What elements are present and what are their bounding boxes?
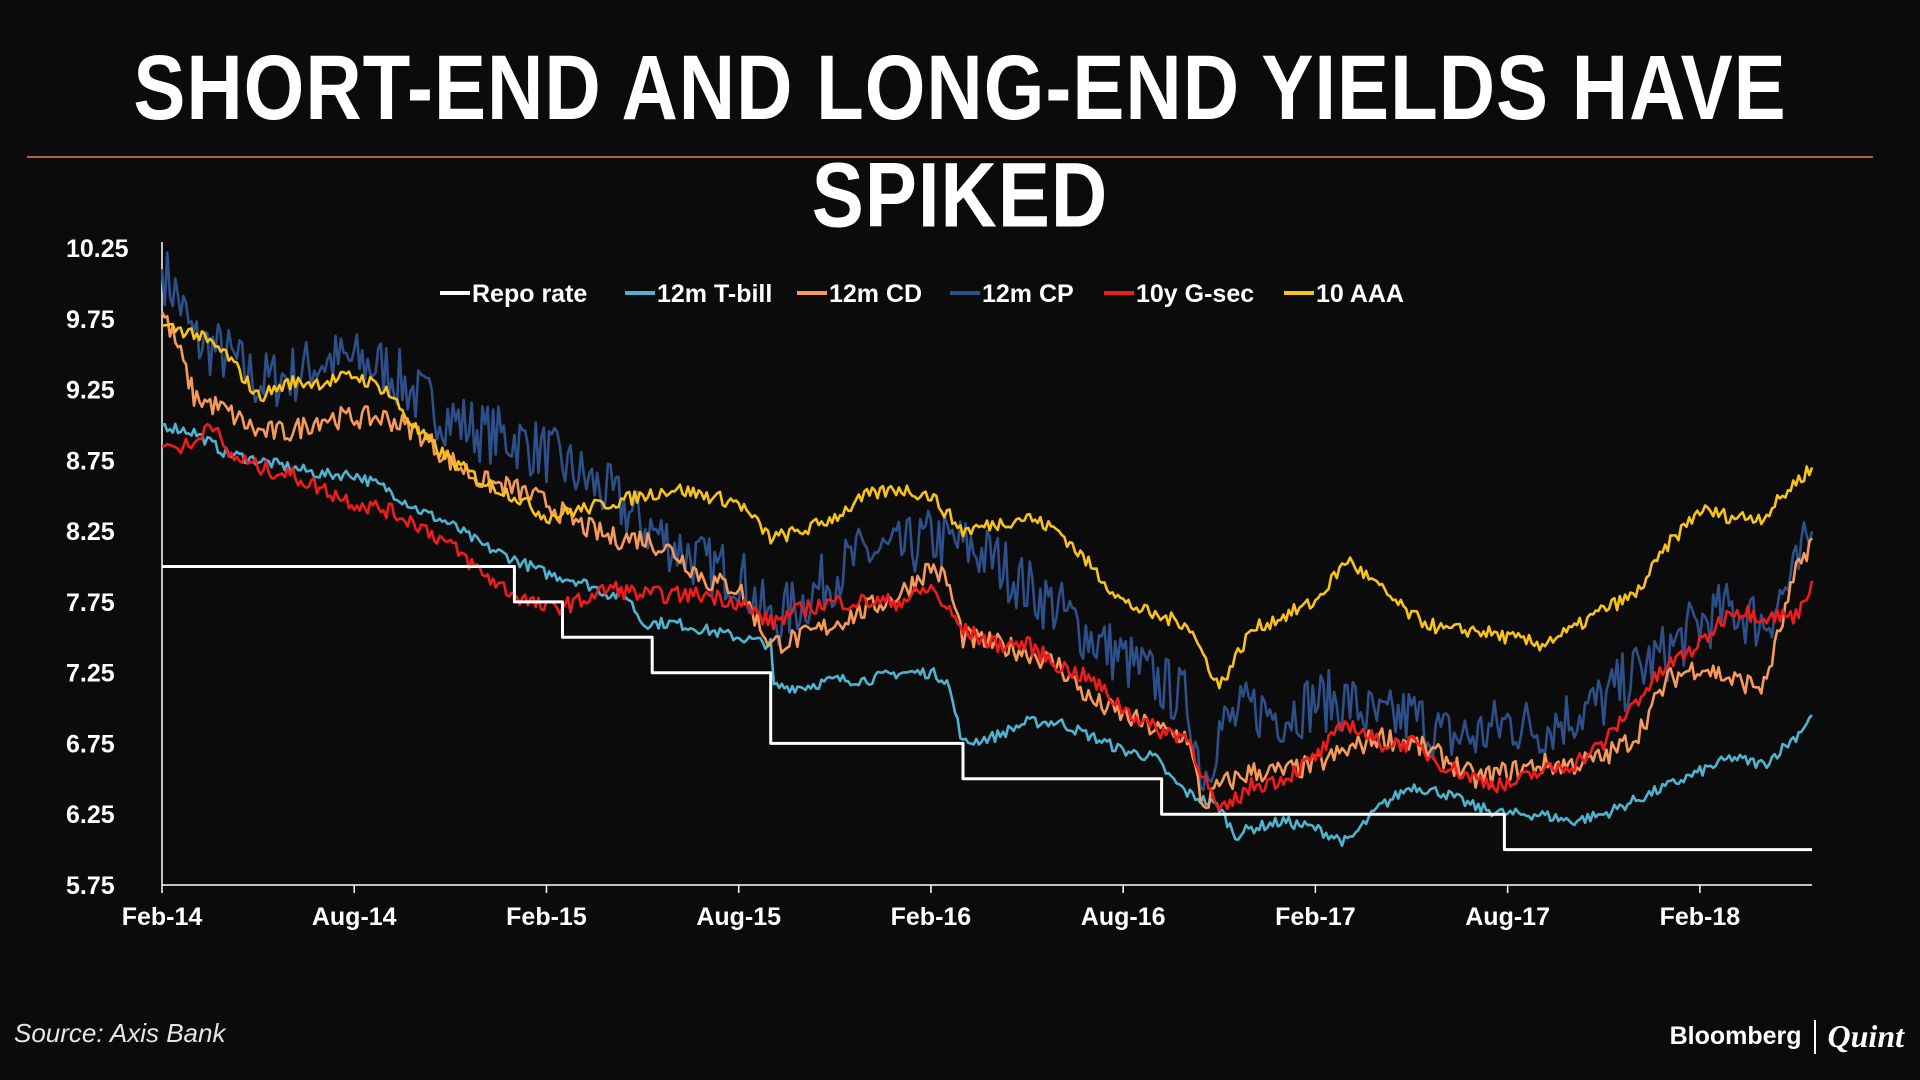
x-tick-label: Aug-15 <box>696 903 781 931</box>
title-divider <box>27 156 1873 158</box>
x-tick-label: Feb-16 <box>891 903 972 931</box>
y-tick-label: 10.25 <box>66 235 129 263</box>
y-tick-label: 7.25 <box>66 660 115 688</box>
x-tick-label: Aug-17 <box>1465 903 1550 931</box>
y-tick-label: 9.25 <box>66 377 115 405</box>
x-axis: Feb-14 Aug-14 Feb-15 Aug-15 Feb-16 Aug-16 Feb-… <box>122 884 1812 931</box>
series-line-tbill <box>161 422 1813 847</box>
legend-label-gsec: 10y G-sec <box>1136 280 1254 308</box>
series-line-aaa <box>161 322 1814 690</box>
brand-bloomberg: Bloomberg <box>1669 1022 1802 1050</box>
legend-label-cd: 12m CD <box>829 280 922 308</box>
source-note: Source: Axis Bank <box>14 1018 226 1048</box>
brand-quint: Quint <box>1827 1018 1904 1054</box>
legend: Repo rate 12m T-bill 12m CD 12m CP 10y G-sec… <box>440 280 1404 308</box>
x-tick-label: Aug-16 <box>1081 903 1166 931</box>
brand-logo: Bloomberg Quint <box>1670 1018 1904 1055</box>
series-line-repo <box>162 565 1812 852</box>
y-tick-label: 8.75 <box>66 447 115 475</box>
series-line-gsec <box>161 422 1814 812</box>
y-tick-label: 6.25 <box>66 801 115 829</box>
x-tick-label: Feb-18 <box>1660 903 1741 931</box>
series-group <box>160 251 1814 852</box>
legend-label-tbill: 12m T-bill <box>657 280 772 308</box>
x-tick-label: Aug-14 <box>312 903 397 931</box>
legend-label-cp: 12m CP <box>982 280 1074 308</box>
x-tick-label: Feb-17 <box>1275 903 1356 931</box>
y-tick-label: 5.75 <box>66 872 115 900</box>
y-tick-label: 8.25 <box>66 518 115 546</box>
legend-label-aaa: 10 AAA <box>1316 280 1404 308</box>
y-tick-label: 6.75 <box>66 730 115 758</box>
brand-separator <box>1813 1019 1816 1054</box>
y-tick-label: 9.75 <box>66 306 115 334</box>
legend-label-repo: Repo rate <box>472 280 587 308</box>
yield-line-chart: 10.25 9.75 9.25 8.75 8.25 7.75 7.25 6.75 6.25 5.7… <box>66 235 1814 931</box>
y-tick-label: 7.75 <box>66 589 115 617</box>
series-line-cp <box>160 251 1814 792</box>
chart-title: SHORT-END AND LONG-END YIELDS HAVE SPIKE… <box>133 35 1787 247</box>
x-tick-label: Feb-15 <box>506 903 587 931</box>
y-axis: 10.25 9.75 9.25 8.75 8.25 7.75 7.25 6.75 6.25 5.7… <box>66 235 163 900</box>
x-tick-label: Feb-14 <box>122 903 203 931</box>
